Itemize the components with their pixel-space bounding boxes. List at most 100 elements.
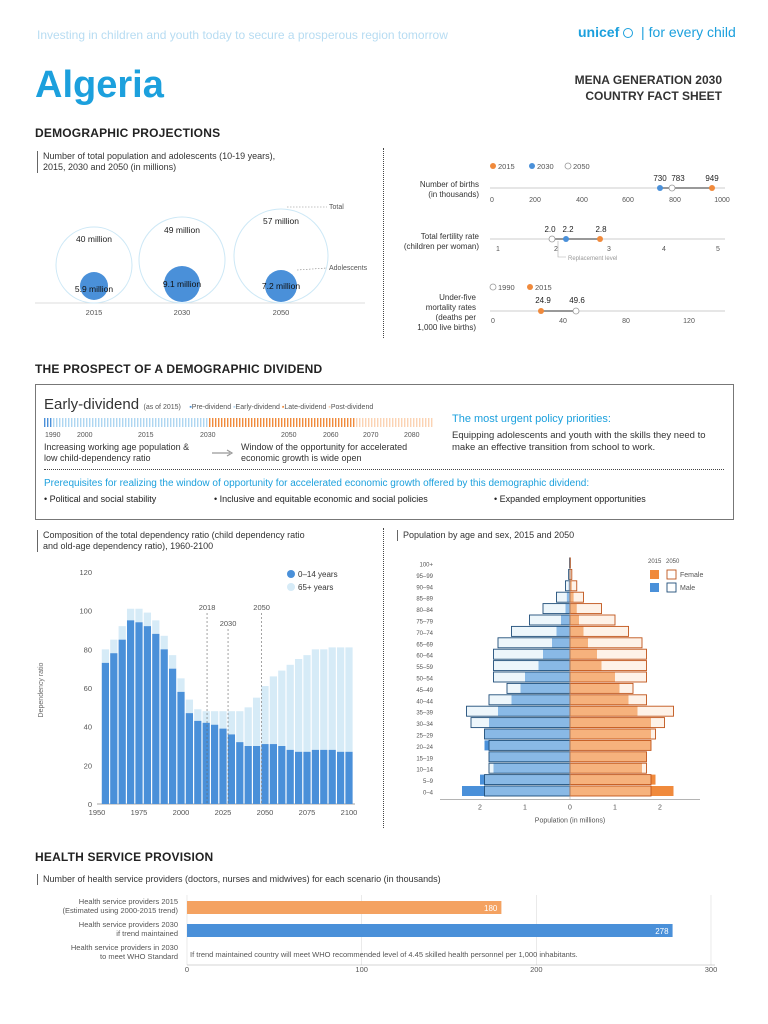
dependency-xtick: 2000 (173, 808, 190, 817)
dividend-right-line1: Window of the opportunity for accelerate… (241, 442, 408, 452)
prereq-item-3: • Expanded employment opportunities (494, 494, 646, 504)
health-bar (187, 901, 502, 914)
dividend-as-of: (as of 2015) (143, 404, 181, 411)
dependency-bar-old (101, 649, 110, 663)
dependency-bar-child (160, 649, 168, 804)
pyramid-female-2050 (569, 568, 573, 580)
total-circle-2015 (55, 226, 133, 304)
timeline-year-2000: 2000 (77, 432, 93, 439)
pyramid-male-2050 (493, 671, 571, 683)
fertility-tick-3: 3 (607, 246, 611, 253)
u5-label-1: Under-five (439, 293, 476, 302)
total-value-2015: 40 million (76, 234, 112, 244)
dividend-left-line2: low child-dependency ratio (44, 453, 151, 463)
dependency-bar-child (227, 734, 236, 804)
pyramid-male-2015 (511, 694, 570, 705)
dividend-timeline: 1990 2000 2015 2030 2050 2060 2070 2080 (44, 418, 434, 439)
pyramid-age-label: 55–59 (416, 665, 433, 671)
replacement-label: Replacement level (568, 256, 617, 262)
priority-text: Equipping adolescents and youth with the… (452, 430, 732, 454)
dependency-bar-child (269, 744, 278, 804)
dependency-bar-old (185, 699, 194, 714)
dependency-bar-child (168, 668, 177, 804)
legend-1990-label: 1990 (498, 283, 515, 292)
pyramid-male-2050 (488, 751, 571, 763)
pyramid-age-label: 25–29 (416, 734, 433, 740)
fertility-tick-4: 4 (662, 246, 666, 253)
dependency-bar-child (177, 691, 185, 804)
dividend-stage: Early-dividend (44, 396, 140, 413)
fertility-2030-dot (563, 236, 569, 242)
pyramid-female-2050 (569, 762, 647, 774)
pyramid-female-2015 (570, 774, 656, 785)
pyramid-female-2050 (569, 751, 647, 763)
pyramid-age-label: 5–9 (423, 779, 434, 785)
pyramid-legend-female: Female (680, 572, 703, 579)
health-note: If trend maintained country will meet WH… (190, 950, 578, 959)
legend-2015-label: 2015 (498, 162, 515, 171)
dependency-bar-old (328, 647, 336, 750)
dependency-bar-old (244, 707, 252, 746)
pyramid-female-2015 (570, 660, 602, 671)
pyramid-age-label: 20–24 (416, 745, 433, 751)
adolescent-circle-2015 (80, 272, 108, 300)
dependency-bar-child (328, 749, 336, 804)
pyramid-male-2050 (565, 580, 571, 592)
arrow-right-icon (212, 449, 234, 457)
u5-value-2015: 24.9 (535, 296, 551, 305)
section-divider (383, 148, 384, 338)
u5-tick-1: 40 (559, 318, 567, 325)
total-label: Total (329, 204, 344, 211)
dependency-bar-old (320, 649, 328, 750)
pyramid-male-2015 (489, 717, 570, 728)
pyramid-male-2050 (506, 682, 571, 694)
unicef-logo[interactable]: unicef | for every child (578, 24, 736, 40)
dependency-bar-child (320, 749, 328, 804)
dependency-bar-child (110, 653, 118, 804)
dependency-marker-label: 2018 (199, 603, 216, 612)
u5-label-2: mortality rates (426, 303, 476, 312)
pyramid-age-label: 35–39 (416, 711, 433, 717)
legend-2015b-label: 2015 (535, 283, 552, 292)
pyramid-male-2050 (466, 705, 571, 717)
pyramid-female-2050 (569, 591, 584, 603)
population-pyramid: 0–4 5–9 10–14 15–19 20–24 25–29 30–34 35–39 40–4… (416, 557, 703, 824)
dependency-bar-child (126, 620, 135, 804)
health-subtitle: Number of health service providers (doct… (37, 874, 441, 885)
pyramid-male-2050 (488, 762, 571, 774)
dependency-ytick: 40 (84, 723, 92, 732)
health-row-label-1: Health service providers 2030 (79, 920, 178, 929)
pyramid-female-2015 (570, 751, 647, 762)
pyramid-female-2050 (569, 717, 665, 729)
prereq-item-2-text: Inclusive and equitable economic and soc… (219, 494, 428, 504)
pyramid-male-2050 (542, 603, 571, 615)
pyramid-female-2015 (570, 729, 651, 739)
dependency-subtitle: Composition of the total dependency rati… (37, 530, 357, 552)
priority-text-line1: Equipping adolescents and youth with the… (452, 430, 706, 441)
dependency-bar-child (185, 713, 194, 804)
year-2050: 2050 (273, 308, 290, 317)
timeline-year-2080: 2080 (404, 432, 420, 439)
dependency-bar-old (294, 659, 303, 752)
pyramid-male-2015 (484, 740, 570, 751)
total-circle-2030 (138, 216, 226, 304)
dependency-bar-child (261, 744, 269, 804)
pyramid-legend-male: Male (680, 585, 695, 592)
dependency-bar-old (286, 664, 294, 750)
dependency-bar-child (143, 626, 152, 804)
fertility-value-1: 2.0 (544, 225, 556, 234)
pyramid-xtick: 1 (523, 804, 527, 811)
pyramid-xtick: 0 (568, 804, 572, 811)
births-2015-dot (709, 185, 715, 191)
pyramid-male-2050 (484, 774, 571, 786)
fertility-label-2: (children per woman) (404, 242, 479, 251)
pyramid-male-2015 (520, 683, 570, 694)
dependency-bar-old (177, 678, 185, 692)
u5-value-1990: 49.6 (569, 296, 585, 305)
legend-early-dot: ▪ (233, 404, 236, 411)
fact-sheet-title: MENA GENERATION 2030 COUNTRY FACT SHEET (575, 72, 722, 104)
dependency-bar-old (202, 711, 210, 723)
health-bar-value: 180 (484, 904, 498, 913)
pyramid-xtick: 2 (478, 804, 482, 811)
health-xtick: 200 (530, 965, 543, 973)
